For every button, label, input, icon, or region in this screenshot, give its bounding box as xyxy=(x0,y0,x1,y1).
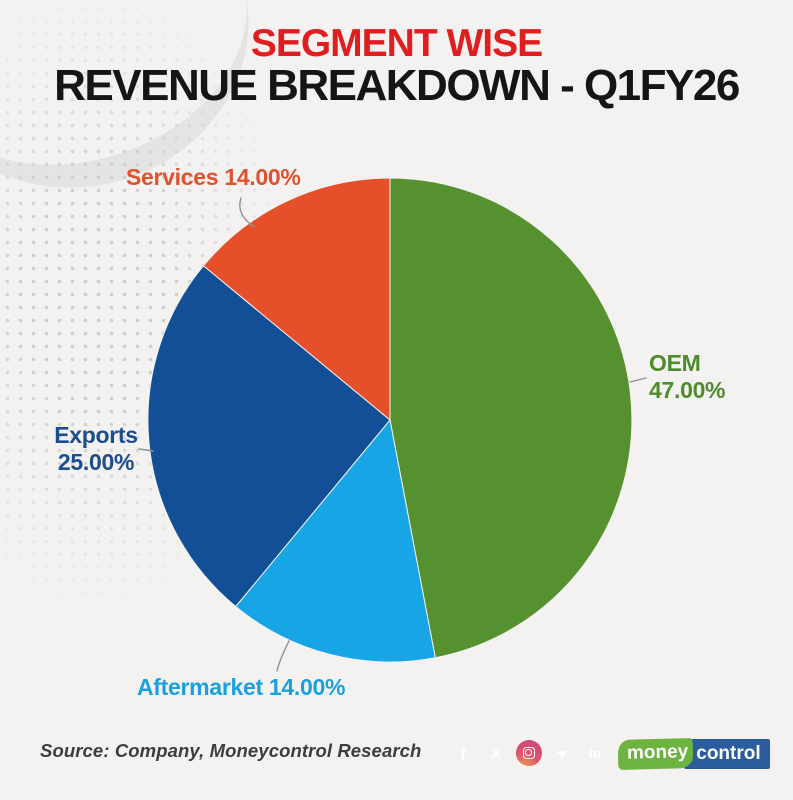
instagram-icon xyxy=(516,740,542,766)
facebook-glyph: f xyxy=(460,744,466,764)
slice-label-aftermarket-text: Aftermarket 14.00% xyxy=(137,674,346,700)
slice-label-oem: OEM 47.00% xyxy=(649,350,726,403)
x-glyph: X xyxy=(491,745,501,761)
moneycontrol-logo-control: control xyxy=(684,739,770,769)
telegram-plane-glyph: ➤ xyxy=(553,744,571,763)
leader-line-exports xyxy=(138,448,154,452)
leader-lines xyxy=(138,197,647,672)
pie-slice-aftermarket xyxy=(234,418,436,663)
leader-line-services xyxy=(239,197,255,228)
pie-slice-services xyxy=(202,177,391,422)
slice-label-oem-value: 47.00% xyxy=(649,376,726,403)
telegram-icon: ➤ xyxy=(549,740,575,766)
facebook-icon: f xyxy=(450,740,476,766)
slice-label-services: Services 14.00% xyxy=(126,164,301,191)
slice-label-aftermarket: Aftermarket 14.00% xyxy=(137,674,345,701)
leader-line-aftermarket xyxy=(276,640,290,672)
linkedin-icon: in xyxy=(582,740,608,766)
moneycontrol-logo-money: money xyxy=(617,738,694,770)
instagram-camera-glyph xyxy=(523,747,535,759)
leader-line-oem xyxy=(629,377,647,383)
chart-title-main: REVENUE BREAKDOWN - Q1FY26 xyxy=(54,61,740,110)
chart-title-accent: SEGMENT WISE xyxy=(250,22,543,65)
linkedin-glyph: in xyxy=(589,745,601,761)
slice-label-services-text: Services 14.00% xyxy=(126,164,301,190)
source-note: Source: Company, Moneycontrol Research xyxy=(40,740,422,761)
slice-label-oem-name: OEM xyxy=(649,350,701,376)
pie-slice-exports xyxy=(147,264,391,608)
social-icons-row: f X ➤ in xyxy=(450,740,608,766)
x-twitter-icon: X xyxy=(483,740,509,766)
moneycontrol-logo: money control xyxy=(617,738,770,770)
slice-label-exports-value: 25.00% xyxy=(57,448,135,475)
slice-label-exports-name: Exports xyxy=(54,422,138,448)
pie-slice-oem xyxy=(389,177,633,659)
slice-label-exports: Exports 25.00% xyxy=(34,422,158,475)
